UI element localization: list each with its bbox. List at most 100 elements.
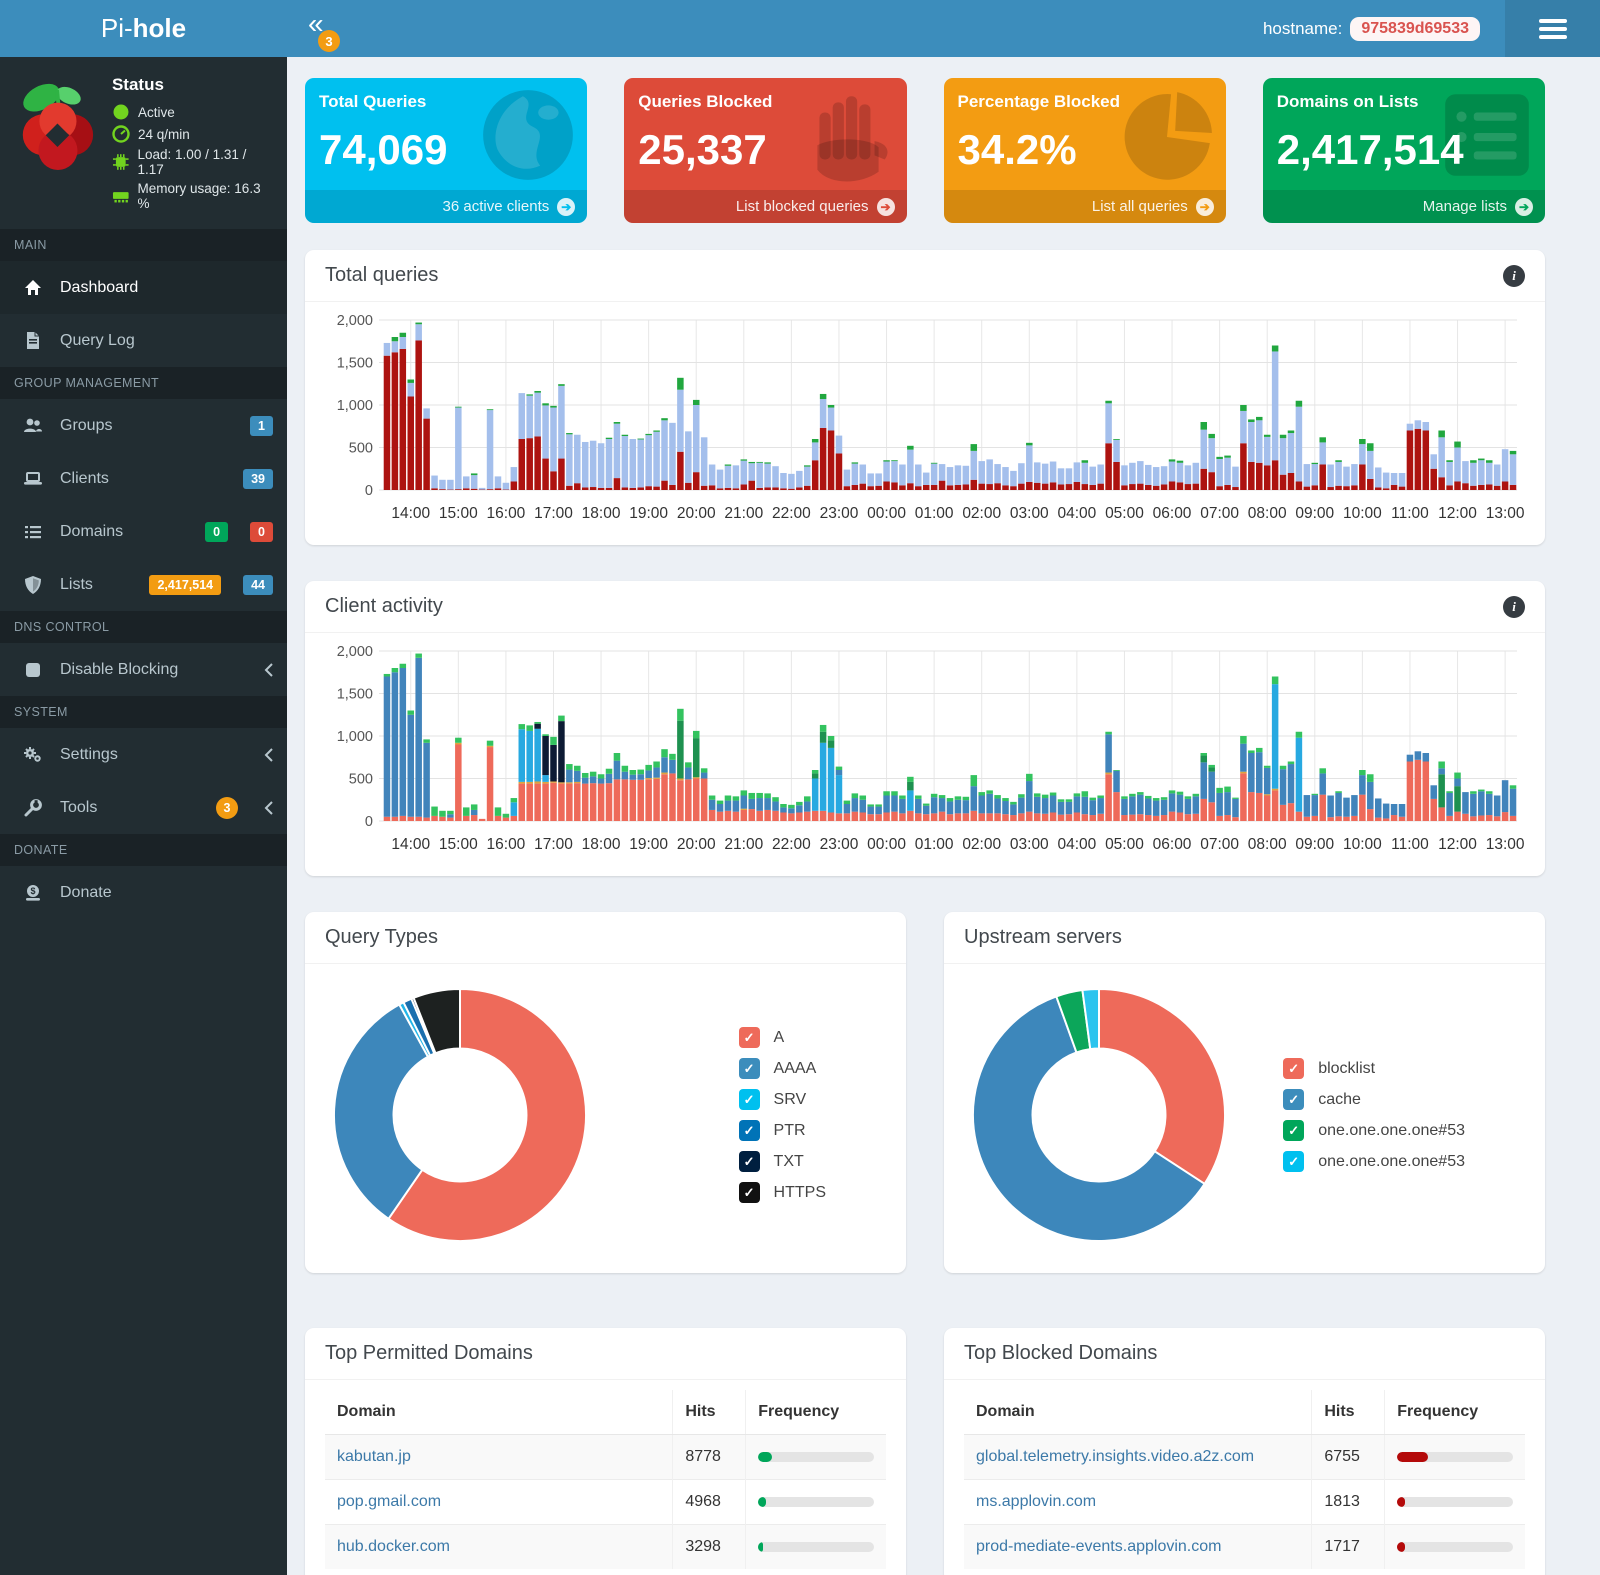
svg-text:13:00: 13:00 [1486,836,1525,853]
status-title: Status [111,75,164,94]
bar [1049,792,1057,821]
legend-checkbox[interactable]: ✓ [738,1089,760,1110]
bar [859,464,867,491]
domain-link[interactable]: prod-mediate-events.applovin.com [976,1538,1222,1555]
sidebar-item-settings[interactable]: Settings [0,728,287,781]
legend-checkbox[interactable]: ✓ [1283,1151,1305,1172]
menu-badge: 2,417,514 [149,574,222,595]
bar [819,724,827,821]
sidebar-item-groups[interactable]: Groups 1 [0,399,287,452]
legend-checkbox[interactable]: ✓ [738,1120,760,1141]
column-header-domain[interactable]: Domain [325,1390,673,1435]
legend-checkbox[interactable]: ✓ [738,1182,760,1203]
donut-slice [333,1003,430,1221]
bar [1081,791,1089,821]
bar [1137,792,1144,821]
info-icon[interactable]: i [1503,264,1525,287]
bar [1192,462,1200,491]
stat-card-footer-link[interactable]: List blocked queries ➔ [624,190,907,223]
stat-card-footer-link[interactable]: 36 active clients ➔ [305,190,588,223]
bar [978,792,985,821]
stat-card-footer-link[interactable]: Manage lists ➔ [1262,190,1545,223]
svg-text:16:00: 16:00 [487,505,526,522]
bar [1224,786,1231,821]
svg-text:1,500: 1,500 [337,687,373,703]
bar [1216,456,1223,490]
legend-checkbox[interactable]: ✓ [1283,1058,1305,1079]
legend-checkbox[interactable]: ✓ [1283,1120,1305,1141]
bar [954,465,962,490]
info-icon[interactable]: i [1503,595,1525,618]
logo-bold: hole [132,13,187,43]
bar [1145,464,1152,490]
stat-card-percentage-blocked[interactable]: Percentage Blocked 34.2% List all querie… [943,78,1226,223]
table-row: prod-mediate-events.applovin.com 1717 [964,1524,1525,1569]
column-header-hits[interactable]: Hits [672,1390,746,1435]
bar [470,473,478,490]
hits-value: 4968 [672,1479,746,1525]
app-logo[interactable]: Pi-hole [0,0,287,57]
bar [1248,750,1255,821]
bar [954,796,962,821]
sidebar-item-donate[interactable]: $ Donate [0,866,287,919]
bar [899,795,906,821]
sidebar-item-lists[interactable]: Lists 2,417,514 44 [0,558,287,611]
bar [415,322,422,490]
sidebar-item-clients[interactable]: Clients 39 [0,452,287,505]
bar [724,795,732,821]
bar [819,393,827,490]
sidebar-item-disable-blocking[interactable]: Disable Blocking [0,643,287,696]
column-header-hits[interactable]: Hits [1311,1390,1385,1435]
svg-text:11:00: 11:00 [1391,505,1429,522]
bar [574,765,581,822]
legend-checkbox[interactable]: ✓ [738,1058,760,1079]
stat-card-footer-link[interactable]: List all queries ➔ [943,190,1226,223]
column-header-frequency[interactable]: Frequency [1384,1390,1525,1435]
sidebar-item-domains[interactable]: Domains 0 0 [0,505,287,558]
domain-link[interactable]: hub.docker.com [337,1538,450,1555]
column-header-domain[interactable]: Domain [964,1390,1312,1435]
menu-toggle-button[interactable] [1505,0,1600,57]
bar [1295,731,1303,821]
bar [907,776,914,821]
column-header-frequency[interactable]: Frequency [745,1390,886,1435]
domain-link[interactable]: ms.applovin.com [976,1493,1097,1510]
domain-link[interactable]: kabutan.jp [337,1448,411,1465]
legend-checkbox[interactable]: ✓ [738,1027,760,1048]
sidebar-item-query-log[interactable]: Query Log [0,314,287,367]
legend-checkbox[interactable]: ✓ [738,1151,760,1172]
sidebar-collapse-icon[interactable]: « [308,8,324,39]
main-content: Total Queries 74,069 36 active clients ➔… [287,57,1600,1575]
bar [994,464,1001,490]
hits-value: 8778 [672,1434,746,1480]
bar [970,444,978,490]
bar [423,408,430,490]
total-queries-card: Total queries i 0 500 1,000 1,500 2,000 14:00… [305,250,1545,545]
arrow-circle-icon: ➔ [1195,197,1214,216]
stat-card-total-queries[interactable]: Total Queries 74,069 36 active clients ➔ [305,78,588,223]
legend-checkbox[interactable]: ✓ [1283,1089,1305,1110]
sidebar-item-dashboard[interactable]: Dashboard [0,261,287,314]
stat-card-queries-blocked[interactable]: Queries Blocked 25,337 List blocked quer… [624,78,907,223]
top-blocked-table: Domain Hits Frequency global.telemetry.i… [964,1390,1525,1569]
svg-text:17:00: 17:00 [534,505,573,522]
bar [494,807,502,821]
legend-item: ✓ one.one.one.one#53 [1283,1151,1465,1172]
bar [764,462,771,490]
domain-link[interactable]: global.telemetry.insights.video.a2z.com [976,1448,1255,1465]
legend-label: HTTPS [773,1183,826,1201]
stat-card-value: 2,417,514 [1276,126,1464,173]
bar [1279,434,1287,490]
table-row: global.telemetry.insights.video.a2z.com … [964,1434,1525,1480]
bar [1414,751,1422,821]
sidebar-item-tools[interactable]: Tools 3 [0,781,287,834]
bar [669,422,676,490]
svg-text:23:00: 23:00 [820,505,859,522]
bar [1018,463,1025,491]
bar [494,476,502,490]
stat-card-domains-on-lists[interactable]: Domains on Lists 2,417,514 Manage lists … [1262,78,1545,223]
svg-text:00:00: 00:00 [867,836,906,853]
bar [1240,736,1247,821]
domain-link[interactable]: pop.gmail.com [337,1493,442,1510]
